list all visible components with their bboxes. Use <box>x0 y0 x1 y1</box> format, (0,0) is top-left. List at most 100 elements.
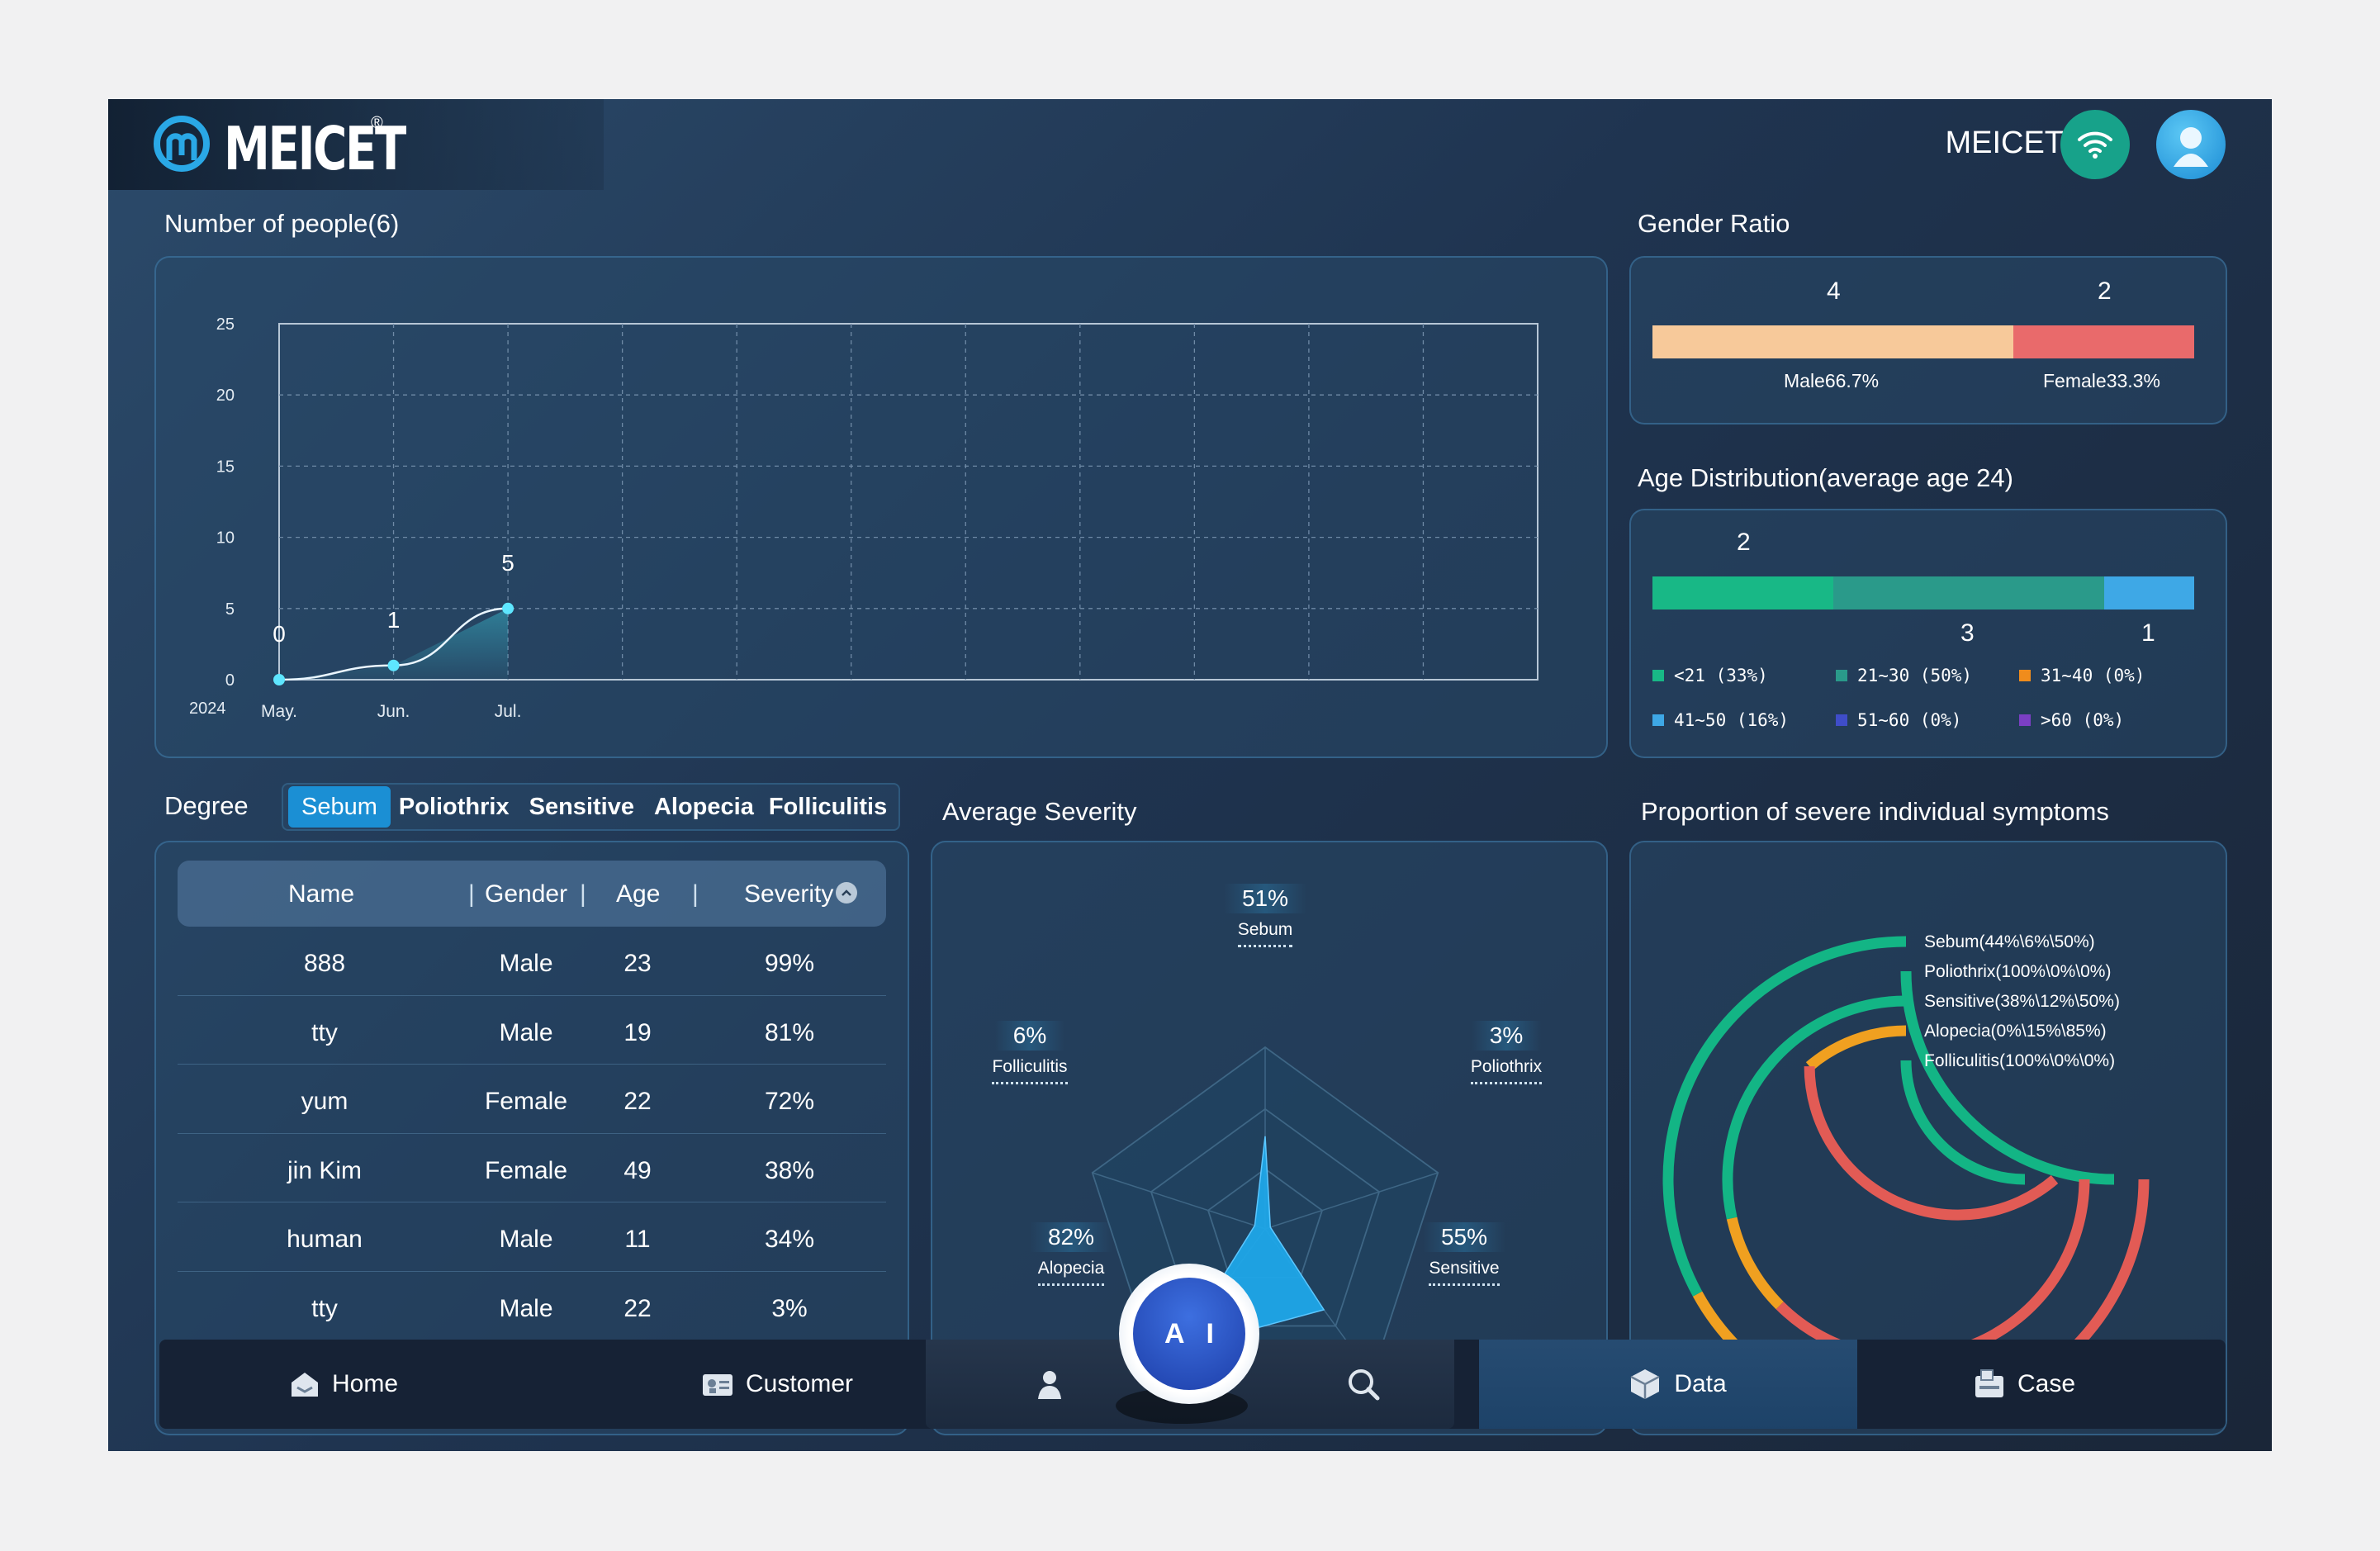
ring-segment-poliothrix <box>1900 970 2115 1185</box>
data-point[interactable] <box>273 674 285 685</box>
radar-axis-name: Poliothrix <box>1470 1057 1543 1084</box>
data-point[interactable] <box>502 602 514 614</box>
age-legend-item: 21~30 (50%) <box>1836 666 2019 685</box>
people-line-chart: 0 5 10 15 20 25 0 May. 1 Jun. 5 Jul. <box>216 315 1538 721</box>
column-divider: | <box>468 880 475 908</box>
nav-search[interactable] <box>1306 1340 1421 1429</box>
gender-ratio-title: Gender Ratio <box>1638 209 1790 238</box>
home-icon <box>291 1373 318 1397</box>
row-divider <box>178 1132 886 1134</box>
age-legend-item: <21 (33%) <box>1652 666 1836 685</box>
y-tick-label: 15 <box>216 458 235 476</box>
table-row[interactable]: tty Male 22 3% <box>178 1272 886 1341</box>
sort-up-icon[interactable] <box>836 882 857 904</box>
age-legend-item: >60 (0%) <box>2019 710 2181 730</box>
cell-age: 23 <box>623 950 652 977</box>
cell-name: tty <box>311 1018 338 1046</box>
data-label: 1 <box>387 607 401 633</box>
column-gender[interactable]: Gender <box>485 880 568 908</box>
column-name[interactable]: Name <box>288 880 355 908</box>
ai-letter-a: A <box>1164 1317 1185 1349</box>
cell-age: 19 <box>623 1018 652 1046</box>
data-label: 5 <box>501 550 514 576</box>
row-divider <box>178 1064 886 1065</box>
nav-case[interactable]: Case <box>1884 1340 2164 1429</box>
tab-poliothrix[interactable]: Poliothrix <box>398 793 510 820</box>
age-legend: <21 (33%) 21~30 (50%) 31~40 (0%) 41~50 (… <box>1652 666 2181 730</box>
radar-axis-label-folliculitis: 6% Folliculitis <box>939 1021 1121 1084</box>
table-row[interactable]: human Male 11 34% <box>178 1202 886 1272</box>
nav-data[interactable]: Data <box>1512 1340 1842 1429</box>
radar-labels: 51% Sebum 3% Poliothrix 55% Sensitive 82% Alope… <box>931 841 1608 1435</box>
radar-axis-name: Folliculitis <box>992 1057 1068 1084</box>
nav-home[interactable]: Home <box>232 1340 455 1429</box>
radar-value: 51% <box>1223 884 1307 913</box>
cell-severity: 38% <box>764 1156 815 1184</box>
legend-text: 41~50 (16%) <box>1674 710 1790 730</box>
table-row[interactable]: yum Female 22 72% <box>178 1065 886 1134</box>
male-count: 4 <box>1827 277 1841 305</box>
cell-severity: 34% <box>764 1226 815 1253</box>
age-legend-item: 51~60 (0%) <box>1836 710 2019 730</box>
table-row[interactable]: jin Kim Female 49 38% <box>178 1134 886 1202</box>
x-tick-label: Jun. <box>377 702 410 721</box>
data-label: 0 <box>273 621 286 647</box>
table-row[interactable]: tty Male 19 81% <box>178 996 886 1065</box>
tab-sensitive[interactable]: Sensitive <box>529 793 634 820</box>
legend-swatch <box>1652 670 1664 681</box>
column-divider: | <box>580 880 586 908</box>
radar-axis-label-sebum: 51% Sebum <box>1174 884 1356 947</box>
people-chart-title: Number of people(6) <box>164 209 400 238</box>
age-count-under21: 2 <box>1737 529 1751 556</box>
cell-gender: Male <box>499 1226 553 1253</box>
legend-text: 31~40 (0%) <box>2041 666 2145 685</box>
tab-alopecia[interactable]: Alopecia <box>653 793 754 820</box>
degree-table-panel <box>154 841 909 1435</box>
cell-name: 888 <box>303 950 346 977</box>
x-tick-label: May. <box>261 702 297 721</box>
ai-button-icon: A I <box>1133 1278 1245 1390</box>
customer-card-icon <box>702 1374 732 1396</box>
plot-border <box>278 323 1538 681</box>
cell-gender: Male <box>499 950 553 977</box>
legend-swatch <box>2019 670 2031 681</box>
radar-axis-name: Alopecia <box>1037 1259 1105 1286</box>
tab-folliculitis[interactable]: Folliculitis <box>768 793 888 820</box>
column-divider: | <box>692 880 699 908</box>
legend-swatch <box>1836 670 1847 681</box>
wifi-icon <box>2078 131 2112 159</box>
table-body: 888 Male 23 99% tty Male 19 81% yum Female 22 72% ji… <box>178 927 886 1340</box>
nav-home-label: Home <box>331 1370 399 1397</box>
column-age[interactable]: Age <box>616 880 661 908</box>
logo-text: MEICET <box>224 114 406 183</box>
nav-customer[interactable]: Customer <box>645 1340 909 1429</box>
cell-severity: 81% <box>764 1018 815 1046</box>
nav-person[interactable] <box>992 1340 1107 1429</box>
tab-sebum[interactable]: Sebum <box>288 786 391 828</box>
ai-button[interactable]: A I <box>1119 1264 1259 1404</box>
table-row[interactable]: 888 Male 23 99% <box>178 927 886 996</box>
data-point[interactable] <box>387 659 400 671</box>
gender-segment-male <box>1652 325 2014 358</box>
search-icon <box>1349 1369 1380 1401</box>
ring-series-label: Alopecia(0%\15%\85%) <box>1924 1022 2107 1041</box>
y-tick-label: 0 <box>225 671 235 690</box>
wifi-button[interactable] <box>2060 110 2130 179</box>
legend-swatch <box>1836 714 1847 726</box>
ring-segment-sensitive <box>1726 1217 1784 1310</box>
radar-axis-label-alopecia: 82% Alopecia <box>980 1222 1162 1286</box>
ring-series-label: Sebum(44%\6%\50%) <box>1924 932 2095 951</box>
cell-gender: Female <box>484 1088 568 1115</box>
average-severity-title: Average Severity <box>942 797 1137 826</box>
line-area-fill <box>279 608 509 680</box>
meicet-logo-icon <box>153 109 211 178</box>
column-severity[interactable]: Severity <box>744 880 834 908</box>
cell-severity: 3% <box>771 1294 808 1322</box>
legend-text: <21 (33%) <box>1674 666 1768 685</box>
radar-axis-label-poliothrix: 3% Poliothrix <box>1415 1021 1597 1084</box>
legend-text: 21~30 (50%) <box>1857 666 1973 685</box>
degree-tabs: Sebum Poliothrix Sensitive Alopecia Foll… <box>282 783 901 831</box>
ring-series-label: Folliculitis(100%\0%\0%) <box>1924 1051 2115 1070</box>
radar-axis <box>1264 1172 1439 1230</box>
user-avatar-button[interactable] <box>2156 110 2226 179</box>
